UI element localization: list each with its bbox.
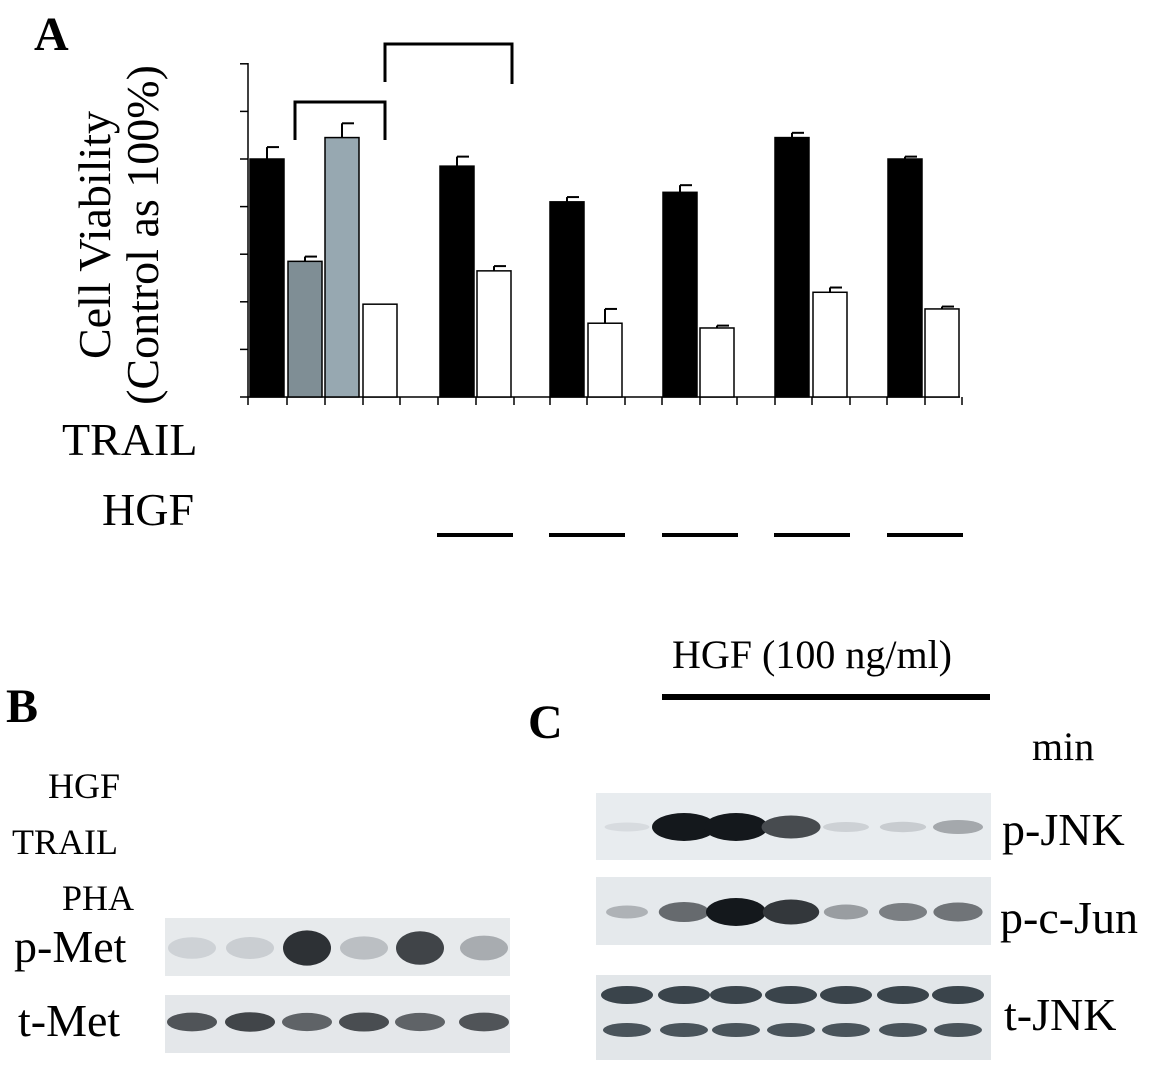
panel-c-pjnk-band xyxy=(823,822,869,832)
panel-c-pjnk-band xyxy=(933,820,983,834)
panel-b-tmet-band xyxy=(395,1012,445,1032)
y-axis-title: Cell Viability (Control as 100%) xyxy=(69,65,168,405)
panel-c-pjnk-band xyxy=(604,822,650,832)
panel-b-tmet-band xyxy=(167,1012,217,1032)
bar xyxy=(774,136,810,398)
panel-b-tmet-band xyxy=(282,1012,332,1032)
panel-b-tmet-band xyxy=(459,1012,509,1032)
panel-c-tjnk-band xyxy=(767,1023,815,1037)
panel-c-tjnk-band xyxy=(877,986,929,1004)
bar xyxy=(549,201,585,398)
bar xyxy=(287,260,323,398)
panel-c-tjnk-band xyxy=(712,1023,760,1037)
panel-c-pcjun-band xyxy=(823,904,869,920)
panel-b-tmet-strip xyxy=(165,995,510,1053)
panel-b-pmet-strip xyxy=(165,918,510,976)
bar xyxy=(362,303,398,398)
panel-b-blot-tmet-label: t-Met xyxy=(18,995,120,1046)
bar xyxy=(587,322,623,398)
panel-c-blots xyxy=(596,793,991,1060)
panel-b-row-pha: PHA xyxy=(62,878,134,918)
panel-c-pjnk-band xyxy=(652,813,716,841)
bar xyxy=(476,270,512,398)
significance-bracket xyxy=(383,42,514,84)
panel-c-tjnk-band xyxy=(601,986,653,1004)
panel-c-blot-pcjun-label: p-c-Jun xyxy=(1000,892,1138,943)
panel-c-tjnk-band xyxy=(879,1023,927,1037)
panel-b-pmet-band xyxy=(396,931,444,965)
bar-chart xyxy=(240,42,963,537)
panel-b-blot-pmet-label: p-Met xyxy=(14,921,127,972)
panel-b-pmet-band xyxy=(460,935,508,961)
bar xyxy=(324,136,360,398)
panel-c-pjnk-band xyxy=(761,815,821,839)
panel-c-tjnk-band xyxy=(660,1023,708,1037)
panel-c-blot-pjnk-label: p-JNK xyxy=(1002,804,1125,855)
panel-c-pjnk-band xyxy=(879,821,927,833)
panel-c-pcjun-band xyxy=(706,898,766,926)
bar xyxy=(887,158,923,398)
panel-b-pmet-band xyxy=(283,930,331,966)
panel-c-pcjun-band xyxy=(658,902,710,922)
panel-b-tmet-band xyxy=(339,1012,389,1032)
trail-row-label: TRAIL xyxy=(62,414,197,465)
bar xyxy=(924,308,960,398)
panel-b-row-hgf: HGF xyxy=(48,766,120,806)
panel-b-row-trail: TRAIL xyxy=(12,822,118,862)
bar xyxy=(812,291,848,398)
panel-c-treatment-label: HGF (100 ng/ml) xyxy=(672,632,952,677)
panel-c-pcjun-band xyxy=(879,903,927,921)
panel-a-label: A xyxy=(34,8,69,61)
bar xyxy=(662,191,698,398)
bar xyxy=(699,327,735,398)
panel-c-tjnk-band xyxy=(658,986,710,1004)
bar xyxy=(439,165,475,398)
panel-c-tjnk-band xyxy=(934,1023,982,1037)
panel-c-tjnk-band xyxy=(765,986,817,1004)
panel-c-tjnk-band xyxy=(932,986,984,1004)
panel-c-pjnk-band xyxy=(704,813,768,841)
significance-bracket xyxy=(293,100,387,140)
panel-b-pmet-band xyxy=(168,937,216,959)
panel-b-pmet-band xyxy=(340,936,388,960)
panel-b-blots xyxy=(165,918,510,1053)
panel-c-tjnk-band xyxy=(603,1023,651,1037)
panel-c-pcjun-band xyxy=(606,905,648,919)
panel-c-pcjun-band xyxy=(933,902,983,922)
panel-c-blot-tjnk-label: t-JNK xyxy=(1004,989,1116,1040)
panel-b-label: B xyxy=(6,680,38,733)
panel-b-tmet-band xyxy=(225,1012,275,1032)
y-axis-title-line1: Cell Viability xyxy=(69,111,120,359)
panel-b-pmet-band xyxy=(226,937,274,959)
y-axis-title-line2: (Control as 100%) xyxy=(117,65,168,405)
panel-c-unit-label: min xyxy=(1032,724,1094,769)
panel-c-tjnk-band xyxy=(822,1023,870,1037)
panel-c-pcjun-band xyxy=(762,899,820,925)
hgf-row-label: HGF xyxy=(102,484,194,535)
panel-c-label: C xyxy=(528,696,563,749)
bar xyxy=(249,158,285,398)
panel-c-tjnk-band xyxy=(820,986,872,1004)
panel-c-tjnk-band xyxy=(710,986,762,1004)
